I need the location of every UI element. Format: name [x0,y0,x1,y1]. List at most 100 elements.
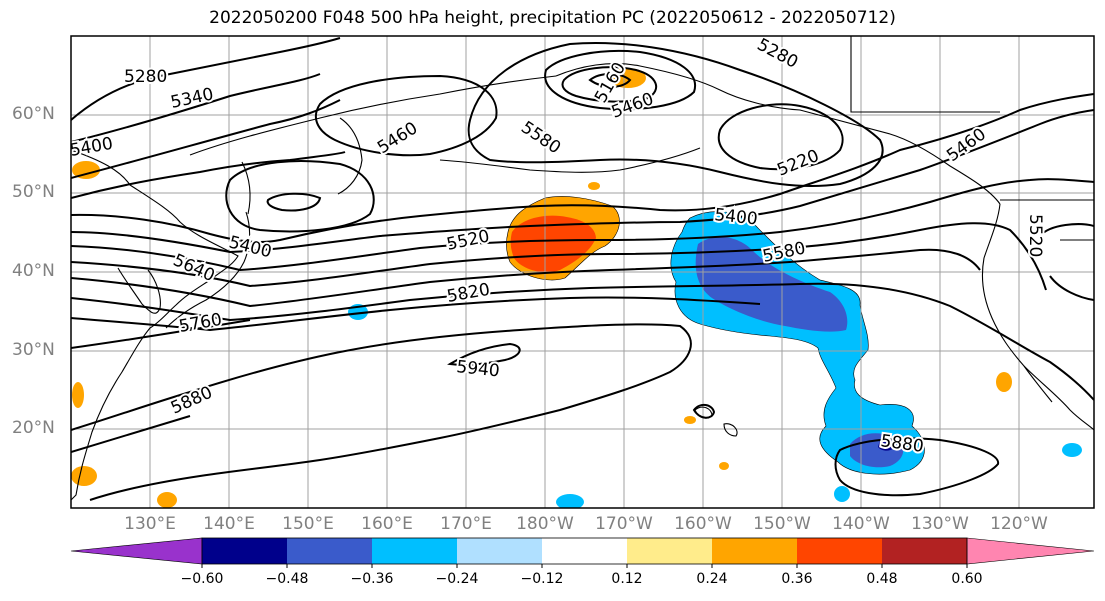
precip-blob [834,486,850,502]
colorbar-segment [202,538,287,564]
border-canada [850,36,1094,241]
lon-label: 140°E [203,514,255,534]
contour-label: 5460 [609,89,656,123]
precip-blob [996,372,1012,392]
precip-blob [588,182,600,190]
colorbar-tick-label: 0.12 [611,571,643,587]
map-frame [70,35,1095,509]
colorbar-segment [457,538,542,564]
colorbar-segment [882,538,967,564]
contour-line [71,73,321,143]
colorbar-tick-label: 0.60 [951,571,983,587]
graticule [71,36,1094,508]
precip-blob [72,382,84,408]
contour-line [71,222,1047,291]
colorbar-tick-label: 0.24 [696,571,728,587]
height-contours [71,37,1094,501]
contour-line [71,93,1094,243]
contour-line [71,151,346,199]
contour-line [588,73,632,88]
coast-baja [1023,365,1053,403]
contour-line [561,66,658,103]
contour-line [717,103,844,171]
contour-label: 5520 [1025,214,1045,257]
contour-label: 5400 [227,232,274,262]
colorbar [70,537,1095,568]
colorbar-segment [797,538,882,564]
contour-label: 5280 [754,35,802,73]
contour-label: 5580 [517,118,564,159]
lat-label-30n: 30°N [12,340,55,360]
lon-label: 150°E [282,514,334,534]
coastlines [71,36,1094,501]
colorbar-segment [542,538,627,564]
contour-line [71,296,761,332]
contour-line [447,342,521,366]
precip-strong-dateline [510,215,596,273]
contour-line [544,49,697,111]
colorbar-segment [966,537,1095,565]
lat-label-60n: 60°N [12,104,55,124]
precip-blob [71,466,97,486]
contour-line [71,248,981,308]
colorbar-tick-label: −0.12 [520,571,564,587]
contour-label: 5460 [374,118,421,158]
colorbar-tick-label: −0.36 [350,571,394,587]
precip-negative-hawaii-core [878,438,896,451]
coast-kamchatka [337,117,363,195]
contour-line [692,404,716,419]
lat-label-50n: 50°N [12,182,55,202]
contour-label: 5340 [169,84,215,113]
precip-blob [1062,443,1082,457]
contour-line [71,109,1094,254]
colorbar-ticks [201,564,968,568]
contour-label: 5280 [124,67,167,87]
contour-line [225,160,375,233]
colorbar-tick-label: −0.48 [265,571,309,587]
contour-line [467,42,884,188]
contour-line [1039,223,1094,301]
precip-blob [684,416,696,424]
lon-label: 130°E [124,514,176,534]
contour-label: 5400 [68,134,114,161]
coast-sakhalin [241,161,251,215]
contour-line [71,415,191,453]
lon-label: 170°E [440,514,492,534]
coast-aleutians [439,147,701,173]
precip-blob [719,462,729,470]
contour-line [71,319,251,349]
contour-line [834,437,1000,497]
colorbar-frame [201,537,968,565]
colorbar-tick-label: 0.36 [781,571,813,587]
precip-blob [157,492,177,508]
contour-line [266,192,322,212]
lon-label: 180°W [516,514,574,534]
lat-label-20n: 20°N [12,418,55,438]
contour-line [71,282,1094,401]
precip-blob [72,161,100,179]
lon-label: 150°W [753,514,811,534]
contour-line [314,74,498,157]
contour-label: 5640 [170,250,218,286]
contour-label: 5880 [168,383,216,419]
lon-label: 160°E [361,514,413,534]
colorbar-tick-label: −0.24 [435,571,479,587]
colorbar-tick-label: 0.48 [866,571,898,587]
contour-line [71,178,1094,272]
colorbar-segment [712,538,797,564]
lon-label: 140°W [832,514,890,534]
lon-label: 170°W [595,514,653,534]
contour-label: 5940 [455,357,500,381]
colorbar-segment [627,538,712,564]
lon-label: 120°W [990,514,1048,534]
coast-hawaii [694,406,738,437]
lat-label-40n: 40°N [12,261,55,281]
colorbar-segment [287,538,372,564]
lon-label: 130°W [911,514,969,534]
precip-blob [556,494,584,508]
contour-line [71,323,692,501]
contour-line [71,37,341,121]
coast-alaska [555,63,1001,205]
contour-line [71,99,341,179]
